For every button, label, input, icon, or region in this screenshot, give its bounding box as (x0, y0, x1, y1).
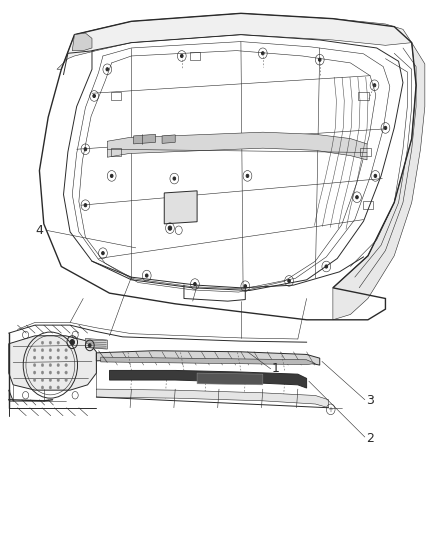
Circle shape (65, 371, 67, 374)
Circle shape (49, 341, 52, 344)
Circle shape (102, 252, 104, 255)
Bar (190, 52, 200, 60)
Circle shape (41, 349, 44, 352)
Polygon shape (197, 373, 263, 385)
Circle shape (49, 349, 52, 352)
Bar (111, 148, 121, 156)
Bar (111, 92, 121, 100)
Circle shape (384, 126, 387, 130)
Circle shape (49, 356, 52, 359)
Ellipse shape (218, 136, 229, 145)
Circle shape (180, 54, 183, 58)
Circle shape (261, 52, 264, 55)
Circle shape (373, 84, 376, 87)
Circle shape (88, 344, 91, 347)
Circle shape (65, 356, 67, 359)
Circle shape (57, 386, 60, 389)
Circle shape (57, 378, 60, 382)
Circle shape (33, 349, 36, 352)
Circle shape (33, 364, 36, 367)
Circle shape (57, 341, 60, 344)
Polygon shape (164, 191, 197, 224)
Polygon shape (72, 33, 92, 51)
Circle shape (49, 378, 52, 382)
Text: 3: 3 (366, 394, 374, 407)
Circle shape (57, 349, 60, 352)
Bar (363, 201, 373, 209)
Text: 1: 1 (272, 362, 279, 375)
Circle shape (33, 356, 36, 359)
Circle shape (246, 174, 249, 177)
Polygon shape (101, 357, 315, 365)
Polygon shape (110, 370, 307, 388)
Ellipse shape (192, 136, 207, 146)
Circle shape (49, 371, 52, 374)
Circle shape (41, 356, 44, 359)
Circle shape (374, 174, 377, 177)
Circle shape (110, 174, 113, 177)
Polygon shape (162, 135, 175, 143)
Polygon shape (333, 43, 425, 320)
Circle shape (173, 177, 176, 180)
Bar (358, 92, 369, 100)
Polygon shape (134, 134, 155, 144)
Bar (360, 148, 371, 156)
Circle shape (41, 378, 44, 382)
Circle shape (318, 58, 321, 61)
Circle shape (49, 364, 52, 367)
Polygon shape (57, 13, 412, 69)
Polygon shape (85, 338, 107, 349)
Text: 4: 4 (35, 224, 43, 237)
Circle shape (325, 265, 328, 268)
Polygon shape (96, 389, 328, 408)
Circle shape (194, 282, 196, 286)
Circle shape (168, 226, 172, 230)
Circle shape (57, 371, 60, 374)
Circle shape (41, 386, 44, 389)
Circle shape (244, 285, 247, 288)
Circle shape (288, 279, 290, 282)
Circle shape (41, 364, 44, 367)
Circle shape (33, 378, 36, 382)
Circle shape (57, 364, 60, 367)
Circle shape (106, 68, 109, 71)
Circle shape (145, 274, 148, 277)
Circle shape (93, 94, 95, 98)
Circle shape (84, 204, 87, 207)
Circle shape (57, 356, 60, 359)
Circle shape (70, 340, 74, 345)
Circle shape (356, 196, 358, 199)
Polygon shape (107, 132, 367, 160)
Circle shape (65, 349, 67, 352)
Circle shape (41, 341, 44, 344)
Text: 2: 2 (366, 432, 374, 445)
Circle shape (65, 378, 67, 382)
Polygon shape (9, 336, 96, 390)
Polygon shape (96, 351, 320, 365)
Circle shape (41, 371, 44, 374)
Circle shape (49, 386, 52, 389)
Circle shape (84, 148, 87, 151)
Circle shape (33, 371, 36, 374)
Circle shape (65, 364, 67, 367)
